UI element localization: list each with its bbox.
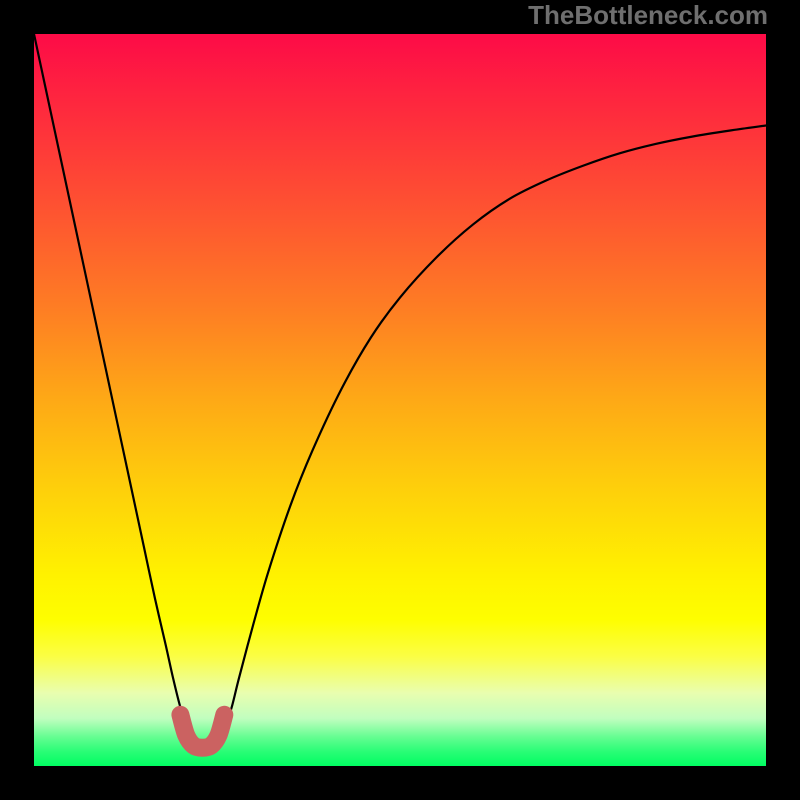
chart-frame: TheBottleneck.com: [0, 0, 800, 800]
plot-area: [34, 34, 766, 766]
curve-layer: [34, 34, 766, 766]
watermark-text: TheBottleneck.com: [528, 0, 768, 31]
bottleneck-curve: [34, 34, 766, 752]
optimum-band: [180, 715, 224, 748]
